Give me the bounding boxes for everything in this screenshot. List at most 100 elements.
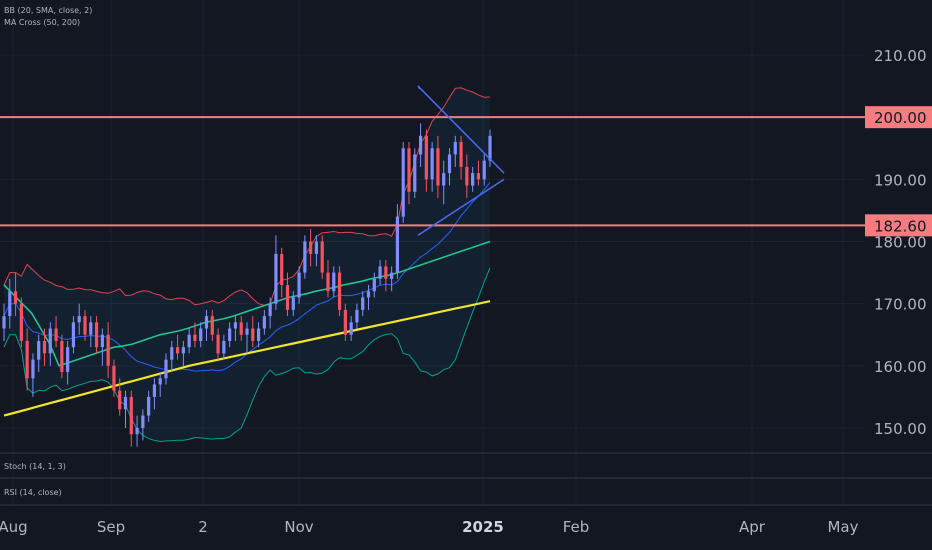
level-price-label: 200.00 xyxy=(874,109,927,127)
stoch-legend[interactable]: Stoch (14, 1, 3) xyxy=(4,462,66,471)
ma-cross-legend[interactable]: MA Cross (50, 200) xyxy=(4,18,81,27)
candle-body xyxy=(89,322,93,335)
candle-body xyxy=(147,396,151,416)
candle-body xyxy=(332,272,336,292)
candle-body xyxy=(228,328,232,341)
candle-body xyxy=(100,334,104,348)
level-price-label: 182.60 xyxy=(874,217,927,235)
candle-body xyxy=(447,154,452,174)
candle-body xyxy=(366,291,371,298)
bb-legend[interactable]: BB (20, SMA, close, 2) xyxy=(4,6,93,15)
candle-body xyxy=(66,347,70,373)
candle-body xyxy=(233,322,238,329)
candle-body xyxy=(401,148,405,217)
candle-body xyxy=(309,241,313,254)
candle-body xyxy=(13,291,18,304)
candle-body xyxy=(193,334,197,341)
candle-body xyxy=(19,303,23,341)
candle-body xyxy=(141,415,145,428)
candle-body xyxy=(378,266,382,279)
candle-body xyxy=(25,340,29,379)
triangle-handle[interactable] xyxy=(417,85,421,90)
price-tick-label: 160.00 xyxy=(874,358,927,376)
candle-body xyxy=(488,135,492,161)
candle-body xyxy=(430,148,434,180)
candle-body xyxy=(77,316,81,323)
price-axis[interactable]: 150.00 160.00 170.00 180.00 190.00 210.00 xyxy=(874,47,927,438)
candle-body xyxy=(465,166,469,186)
candle-body xyxy=(256,328,261,341)
candle-body xyxy=(355,309,359,323)
bb-lower-line xyxy=(3,267,491,443)
candle-body xyxy=(239,322,243,335)
candle-body xyxy=(112,365,116,391)
candle-body xyxy=(170,347,174,360)
candle-body xyxy=(285,285,290,310)
candle-body xyxy=(83,316,87,335)
level-price-tag[interactable] xyxy=(865,106,932,129)
time-tick-label: Nov xyxy=(284,518,313,536)
time-tick-label: Feb xyxy=(563,518,590,536)
candle-body xyxy=(436,148,440,186)
candle-body xyxy=(343,309,347,335)
candle-body xyxy=(384,266,388,279)
time-tick-label: 2025 xyxy=(462,518,504,536)
candle-body xyxy=(106,334,110,366)
candle-body xyxy=(42,340,47,354)
candle-body xyxy=(118,390,122,410)
candle-body xyxy=(418,135,423,155)
bollinger-band-fill xyxy=(4,87,490,442)
candle-body xyxy=(71,322,76,348)
time-axis[interactable]: Aug Sep 2 Nov 2025 Feb Apr May xyxy=(0,518,859,536)
rsi-legend[interactable]: RSI (14, close) xyxy=(4,488,62,497)
time-tick-label: Apr xyxy=(739,518,766,536)
candle-body xyxy=(424,135,428,180)
triangle-pattern[interactable] xyxy=(417,85,505,236)
triangle-upper-line[interactable] xyxy=(417,85,505,174)
candle-body xyxy=(280,253,284,286)
candle-body xyxy=(297,272,301,298)
time-tick-label: 2 xyxy=(198,518,208,536)
candle-body xyxy=(442,173,446,186)
price-tick-label: 210.00 xyxy=(874,47,927,65)
candle-body xyxy=(60,340,64,373)
candle-body xyxy=(268,303,272,317)
candle-body xyxy=(216,334,220,354)
candle-body xyxy=(94,322,99,348)
triangle-lower-line[interactable] xyxy=(417,178,505,236)
candle-body xyxy=(54,328,58,341)
candle-body xyxy=(251,328,255,341)
price-tick-label: 150.00 xyxy=(874,420,927,438)
candle-body xyxy=(337,272,342,310)
candle-body xyxy=(453,142,457,155)
candle-body xyxy=(222,340,226,354)
time-tick-label: Aug xyxy=(0,518,28,536)
candle-body xyxy=(274,253,278,304)
time-tick-label: May xyxy=(827,518,858,536)
candle-body xyxy=(303,241,307,273)
candle-body xyxy=(349,322,353,335)
candle-body xyxy=(471,173,475,186)
candle-body xyxy=(129,396,133,435)
candle-body xyxy=(181,347,185,354)
candle-body xyxy=(123,396,128,410)
candlesticks xyxy=(2,123,492,447)
candle-body xyxy=(407,148,411,192)
candle-body xyxy=(476,173,481,180)
candle-body xyxy=(372,278,376,292)
candle-body xyxy=(37,340,41,360)
candle-body xyxy=(395,216,400,273)
candle-body xyxy=(482,160,486,180)
candle-body xyxy=(326,272,330,292)
candle-body xyxy=(2,316,6,329)
candle-body xyxy=(187,334,191,348)
price-tick-label: 190.00 xyxy=(874,171,927,189)
time-tick-label: Sep xyxy=(97,518,125,536)
candle-body xyxy=(135,428,139,435)
level-price-tag[interactable] xyxy=(865,214,932,237)
candle-body xyxy=(320,241,324,273)
candle-body xyxy=(152,384,157,397)
candle-body xyxy=(291,297,295,310)
candle-body xyxy=(210,316,214,335)
